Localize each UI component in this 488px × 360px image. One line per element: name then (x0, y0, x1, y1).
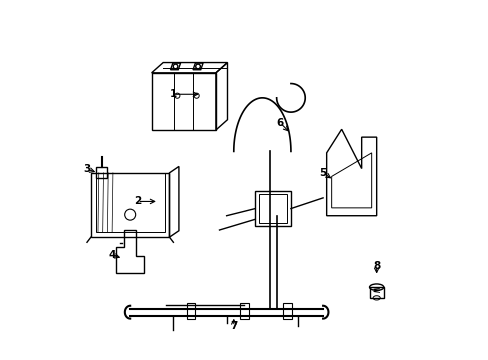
Text: 3: 3 (83, 164, 91, 174)
Text: 6: 6 (276, 118, 283, 128)
Text: 7: 7 (230, 321, 237, 332)
Text: 4: 4 (108, 250, 116, 260)
Text: 2: 2 (133, 197, 141, 206)
Text: 8: 8 (372, 261, 380, 271)
Text: 5: 5 (319, 168, 326, 178)
Text: 1: 1 (169, 89, 176, 99)
